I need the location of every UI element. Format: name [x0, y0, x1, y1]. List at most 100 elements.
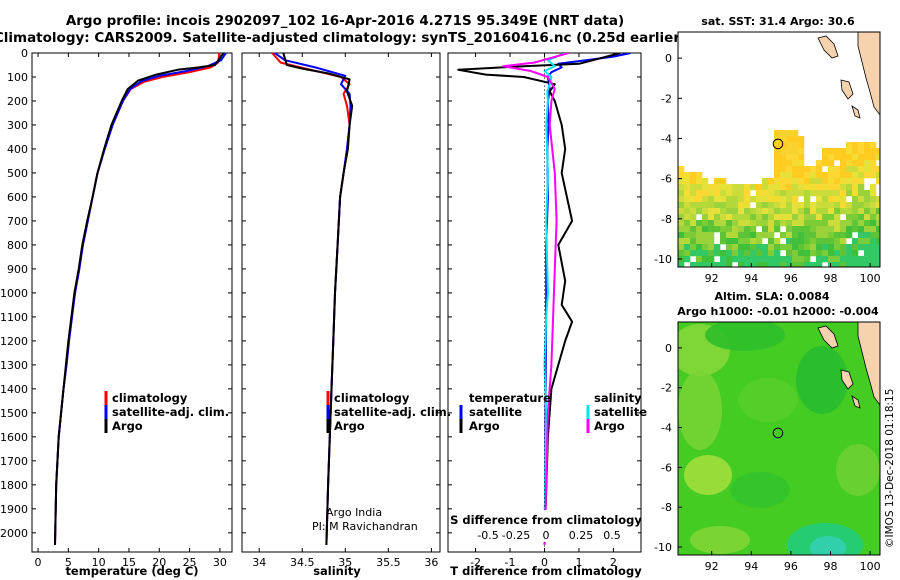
sst-cell — [834, 208, 841, 215]
sst-cell — [852, 256, 859, 263]
sla-map-title: Altim. SLA: 0.0084 — [714, 290, 829, 303]
depth-tick-label: 300 — [7, 119, 28, 132]
sst-cell — [852, 160, 859, 167]
sst-cell — [678, 190, 685, 197]
batu-islands — [851, 105, 861, 119]
sst-cell — [732, 244, 739, 251]
s-difference-ticks: -0.5 -0.25 0 0.25 0.5 — [477, 529, 620, 542]
sst-cell — [690, 220, 697, 227]
sst-cell — [828, 166, 835, 173]
depth-tick-label: 400 — [7, 143, 28, 156]
sst-cell — [780, 130, 787, 137]
depth-tick-label: 0 — [21, 47, 28, 60]
sst-cell — [840, 178, 847, 185]
sst-cell — [690, 232, 697, 239]
sst-cell — [780, 154, 787, 161]
sst-cell — [834, 214, 841, 221]
sst-cell — [762, 214, 769, 221]
sst-cell — [714, 262, 721, 267]
sst-cell — [846, 202, 853, 209]
sst-cell — [846, 256, 853, 263]
sst-cell — [828, 208, 835, 215]
sla-blob — [836, 444, 880, 496]
sst-cell — [810, 220, 817, 227]
sst-cell — [762, 196, 769, 203]
sst-cell — [834, 148, 841, 155]
sst-cell — [684, 202, 691, 209]
sst-cell — [690, 214, 697, 221]
difference-panel: -2 -1 0 1 2 T difference from climatology S … — [447, 52, 647, 578]
lat-tick-label: 0 — [665, 342, 672, 355]
sst-cell — [804, 184, 811, 191]
sst-cell — [678, 184, 685, 191]
sst-cell — [786, 220, 793, 227]
sst-cell — [792, 238, 799, 245]
lat-tick-label: -6 — [661, 461, 672, 474]
sst-cell — [804, 178, 811, 185]
sst-cell — [846, 172, 853, 179]
s-difference-label: S difference from climatology — [450, 513, 642, 527]
sst-cell — [726, 190, 733, 197]
sst-cell — [834, 232, 841, 239]
sst-cell — [768, 178, 775, 185]
sst-cell — [708, 262, 715, 267]
sst-cell — [876, 262, 880, 267]
temperature-x-label: temperature (deg C) — [65, 564, 198, 578]
sst-map-panel: sat. SST: 31.4 Argo: 30.6 92 94 96 98 100 0 -2… — [654, 15, 881, 285]
sst-cell — [696, 244, 703, 251]
sst-cell — [708, 208, 715, 215]
x-tick-label: 35.5 — [376, 556, 401, 569]
sst-cell — [720, 202, 727, 209]
sst-cell — [786, 172, 793, 179]
sst-cell — [696, 208, 703, 215]
sst-cell — [708, 214, 715, 221]
sst-cell — [720, 178, 727, 185]
sst-cell — [870, 166, 877, 173]
sst-cell — [684, 196, 691, 203]
s-tick: 0 — [543, 529, 550, 542]
sst-cell — [684, 220, 691, 227]
sst-cell — [690, 208, 697, 215]
sst-cell — [798, 244, 805, 251]
sst-cell — [780, 220, 787, 227]
sst-cell — [702, 238, 709, 245]
sst-cell — [690, 172, 697, 179]
depth-tick-label: 700 — [7, 215, 28, 228]
x-tick-label: 34.5 — [290, 556, 315, 569]
sst-cell — [876, 196, 880, 203]
depth-tick-label: 1800 — [0, 479, 28, 492]
sst-cell — [786, 142, 793, 149]
sst-cell — [810, 262, 817, 267]
temperature-axes-frame — [31, 52, 233, 553]
sst-cell — [720, 220, 727, 227]
sst-cell — [810, 208, 817, 215]
sst-cell — [786, 244, 793, 251]
sst-cell — [762, 190, 769, 197]
sst-cell — [870, 220, 877, 227]
series-line-climatology — [54, 53, 221, 545]
sst-cell — [792, 244, 799, 251]
sst-cell — [696, 184, 703, 191]
sst-cell — [816, 238, 823, 245]
sst-cell — [852, 142, 859, 149]
sst-cell — [864, 172, 871, 179]
depth-tick-label: 1000 — [0, 287, 28, 300]
sst-cell — [822, 196, 829, 203]
series-line-satellite-adj-clim- — [54, 53, 227, 545]
sst-cell — [840, 238, 847, 245]
sst-cell — [786, 250, 793, 257]
temperature-legend: climatology satellite-adj. clim. Argo — [104, 391, 229, 433]
sst-cell — [744, 214, 751, 221]
sst-cell — [816, 226, 823, 233]
sst-cell — [846, 250, 853, 257]
x-tick-label: 25 — [183, 556, 197, 569]
sst-cell — [750, 232, 757, 239]
sst-cell — [726, 226, 733, 233]
series-line-t-argo — [457, 53, 621, 545]
sst-cell — [870, 190, 877, 197]
legend-label-satellite-adj: satellite-adj. clim. — [112, 405, 229, 419]
sst-cell — [816, 160, 823, 167]
sst-cell — [714, 178, 721, 185]
sst-cell — [756, 232, 763, 239]
lon-tick-label: 94 — [744, 272, 758, 285]
